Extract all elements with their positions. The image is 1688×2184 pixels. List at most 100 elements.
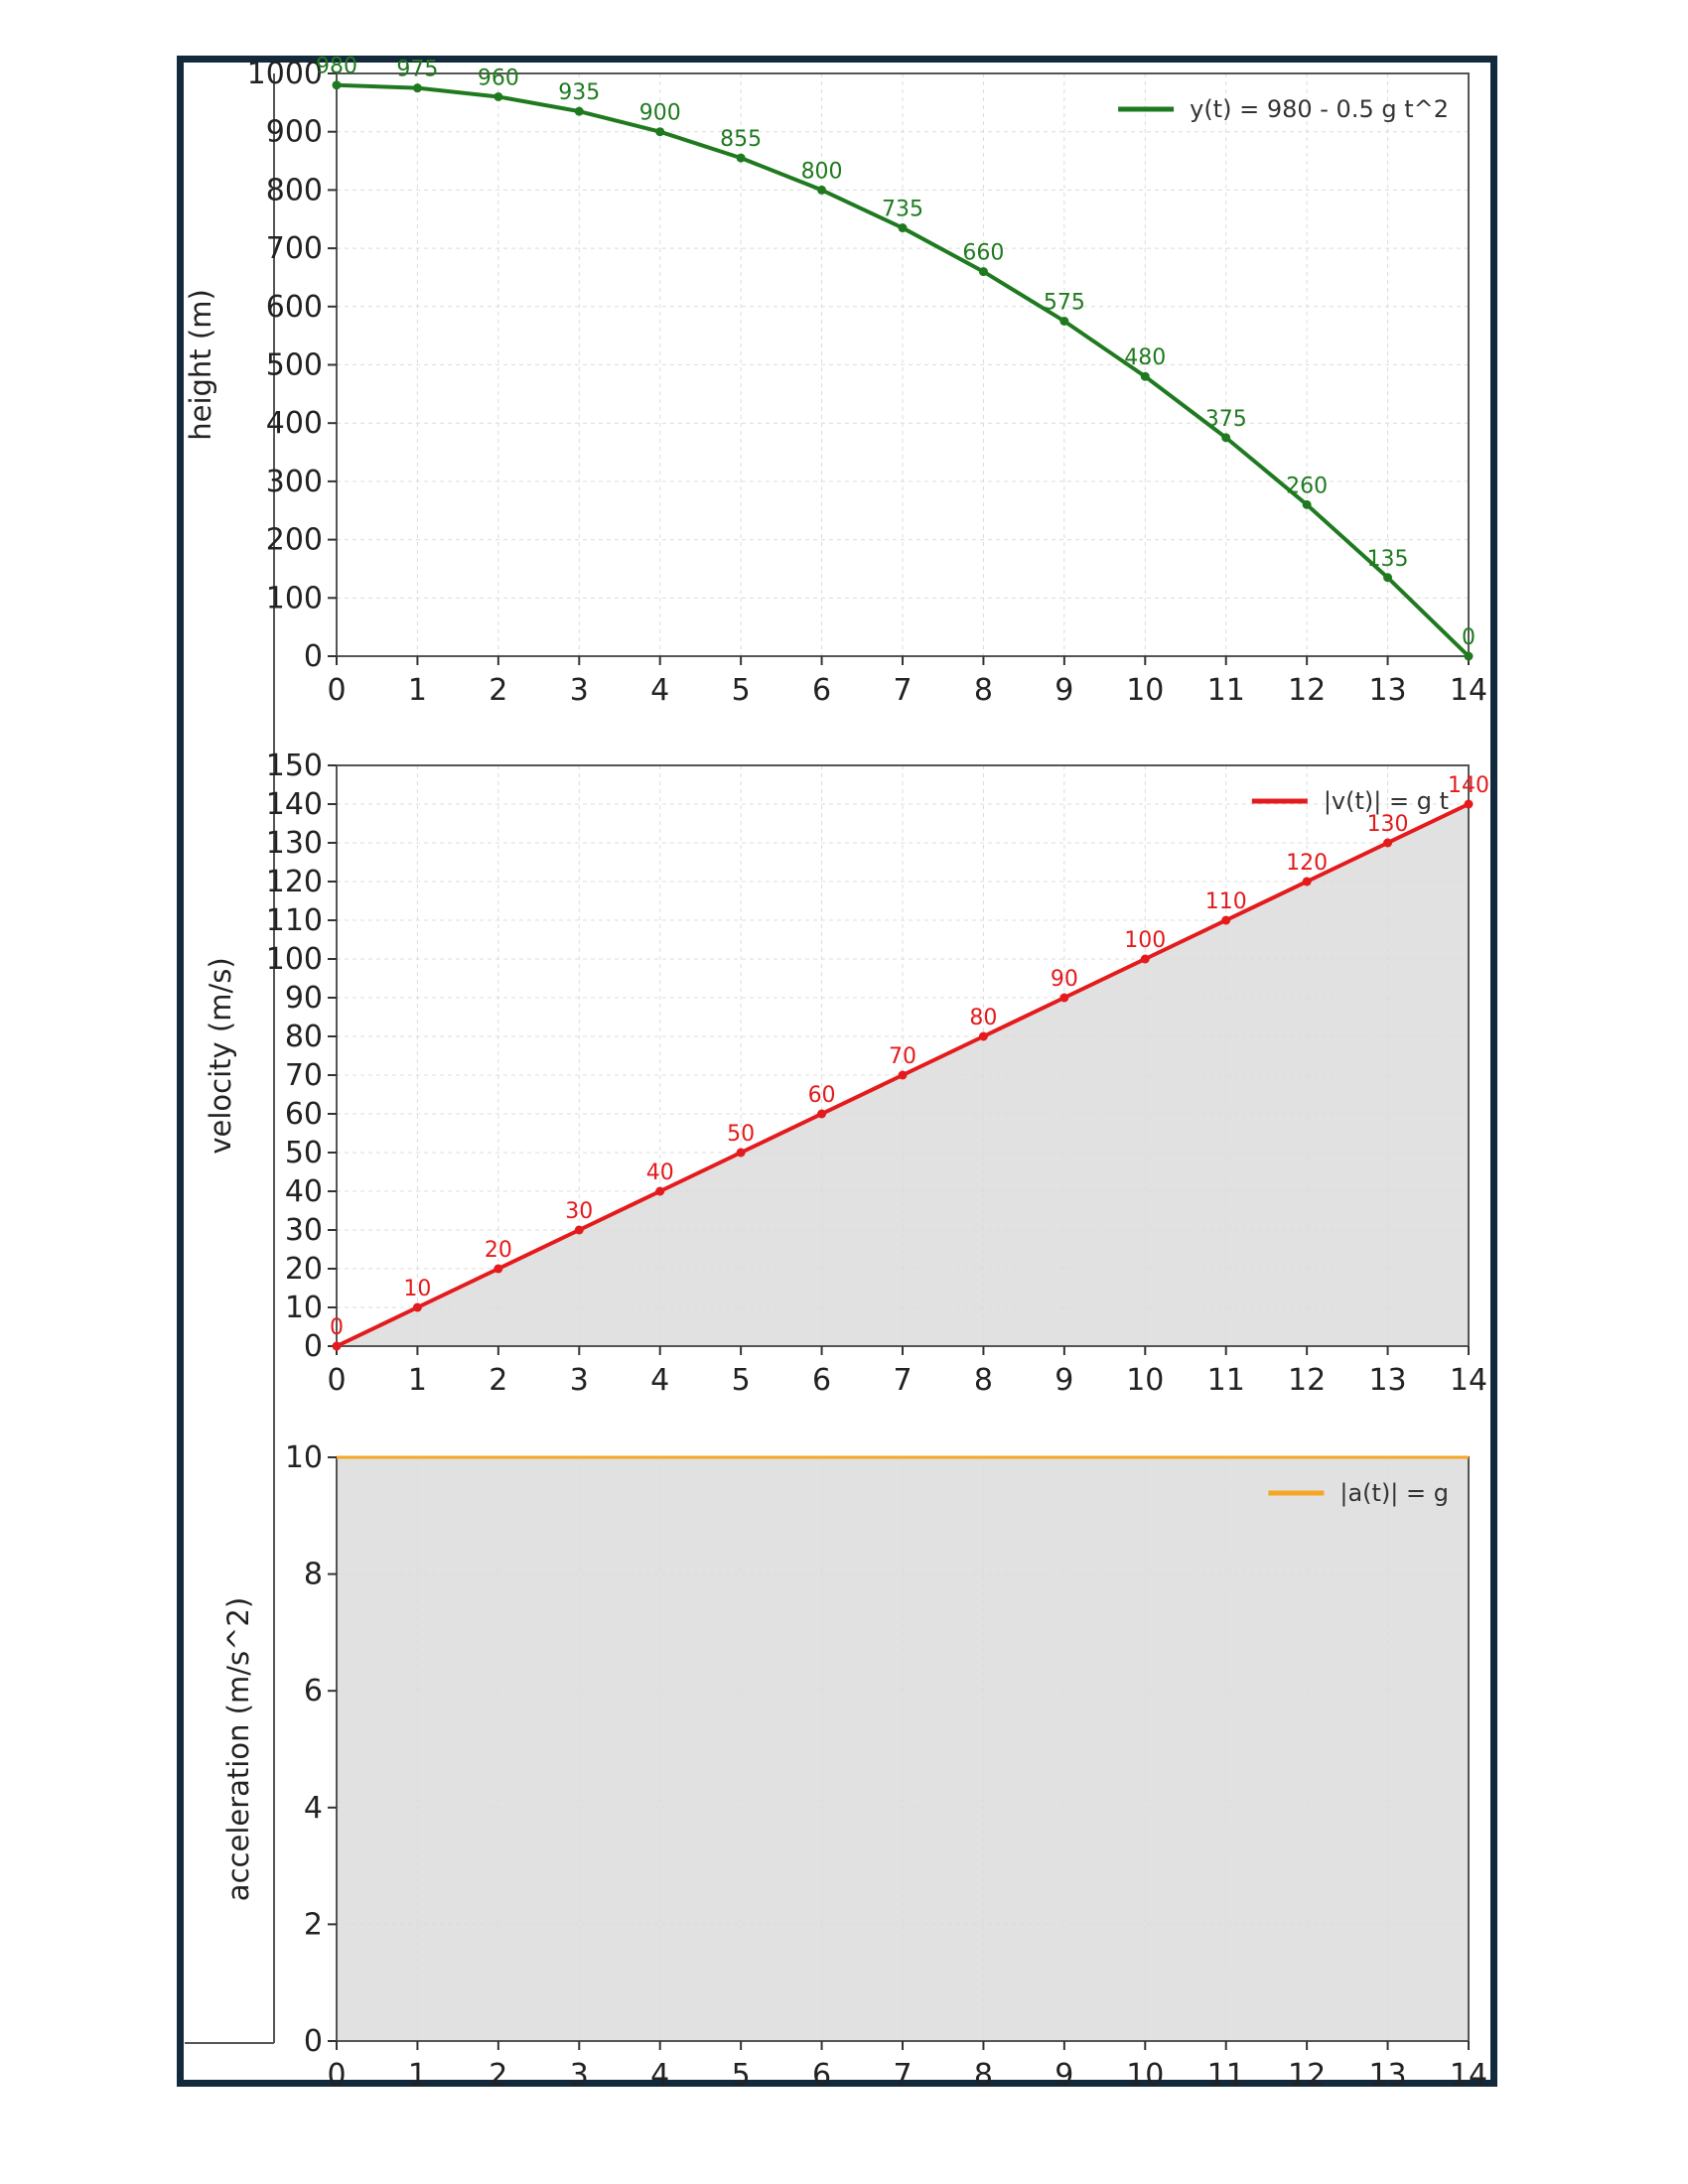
data-label: 735 [882,198,923,222]
data-point [1383,838,1393,848]
x-tick-label: 10 [1126,1363,1164,1398]
data-label: 110 [1205,889,1247,914]
data-point [1464,799,1474,809]
x-tick-label: 7 [893,673,912,708]
x-tick-label: 0 [327,1363,346,1398]
y-tick-label: 700 [266,231,323,266]
x-tick-label: 1 [408,2058,427,2093]
data-point [1059,316,1069,326]
x-tick-label: 3 [570,673,589,708]
data-point [817,1109,827,1119]
x-tick-label: 14 [1450,673,1487,708]
x-tick-label: 2 [489,1363,507,1398]
data-point [493,91,503,101]
x-tick-label: 1 [408,1363,427,1398]
data-label: 10 [403,1277,431,1301]
x-tick-label: 9 [1055,1363,1073,1398]
legend-label: y(t) = 980 - 0.5 g t^2 [1190,95,1449,123]
y-tick-label: 900 [266,115,323,150]
data-label: 0 [1462,625,1476,650]
data-label: 120 [1286,851,1328,876]
x-tick-label: 13 [1368,2058,1406,2093]
y-tick-label: 6 [304,1674,323,1708]
data-point [1302,499,1312,509]
data-label: 980 [316,55,357,79]
data-label: 375 [1205,407,1247,432]
x-tick-label: 0 [327,2058,346,2093]
y-tick-label: 60 [285,1097,323,1132]
y-tick-label: 0 [304,2024,323,2059]
x-tick-label: 5 [732,2058,751,2093]
y-tick-label: 130 [266,826,323,861]
y-tick-label: 90 [285,981,323,1016]
x-tick-label: 4 [650,673,669,708]
y-tick-label: 800 [266,173,323,207]
data-label: 100 [1124,928,1166,953]
data-label: 975 [396,58,438,82]
data-point [655,1186,665,1196]
data-point [1383,573,1393,583]
x-tick-label: 13 [1368,1363,1406,1398]
data-label: 140 [1448,773,1489,798]
data-label: 30 [565,1199,593,1224]
data-label: 935 [558,80,600,105]
x-tick-label: 9 [1055,2058,1073,2093]
y-tick-label: 80 [285,1020,323,1054]
data-label: 80 [969,1006,997,1030]
panel-acceleration: 0 1 2 3 4 5 6 7 8 9 10 11 12 13 140246810acceleration … [221,1440,1487,2093]
y-tick-label: 100 [266,581,323,615]
y-tick-label: 50 [285,1136,323,1170]
legend-label: |v(t)| = g t [1324,787,1449,815]
data-point [1140,371,1150,381]
data-point [1464,651,1474,661]
data-point [1302,877,1312,887]
y-tick-label: 110 [266,903,323,938]
x-tick-label: 10 [1126,2058,1164,2093]
data-label: 900 [639,101,681,126]
data-label: 480 [1124,345,1166,370]
panel-velocity: 0 1 2 3 4 5 6 7 8 9 10 11 12 13 1401020304050607080901… [204,749,1489,1398]
x-tick-label: 3 [570,1363,589,1398]
x-tick-label: 1 [408,673,427,708]
data-point [736,1148,746,1158]
y-axis-label: height (m) [184,289,217,441]
y-tick-label: 500 [266,348,323,383]
x-tick-label: 8 [974,1363,993,1398]
data-label: 660 [962,241,1004,266]
x-tick-label: 7 [893,1363,912,1398]
data-label: 40 [646,1160,674,1185]
data-label: 0 [330,1315,344,1340]
data-point [978,267,988,277]
data-point [898,223,908,233]
x-tick-label: 2 [489,2058,507,2093]
x-tick-label: 0 [327,673,346,708]
data-label: 800 [801,159,843,184]
data-label: 960 [478,66,519,90]
data-point [1059,993,1069,1003]
y-tick-label: 10 [285,1291,323,1325]
data-label: 60 [808,1083,836,1108]
x-tick-label: 5 [732,1363,751,1398]
x-tick-label: 6 [812,673,831,708]
x-tick-label: 12 [1288,1363,1326,1398]
x-tick-label: 11 [1207,1363,1245,1398]
x-tick-label: 12 [1288,673,1326,708]
x-tick-label: 12 [1288,2058,1326,2093]
data-label: 20 [485,1238,512,1263]
x-tick-label: 3 [570,2058,589,2093]
data-label: 855 [720,127,762,152]
x-tick-label: 4 [650,2058,669,2093]
data-point [574,106,584,116]
y-axis-label: acceleration (m/s^2) [221,1597,255,1901]
y-tick-label: 10 [285,1440,323,1475]
data-point [1140,954,1150,964]
x-tick-label: 4 [650,1363,669,1398]
x-tick-label: 14 [1450,1363,1487,1398]
legend-label: |a(t)| = g [1339,1479,1449,1507]
data-point [817,185,827,195]
data-label: 70 [889,1044,916,1069]
x-tick-label: 13 [1368,673,1406,708]
x-tick-label: 7 [893,2058,912,2093]
data-point [412,1302,422,1312]
